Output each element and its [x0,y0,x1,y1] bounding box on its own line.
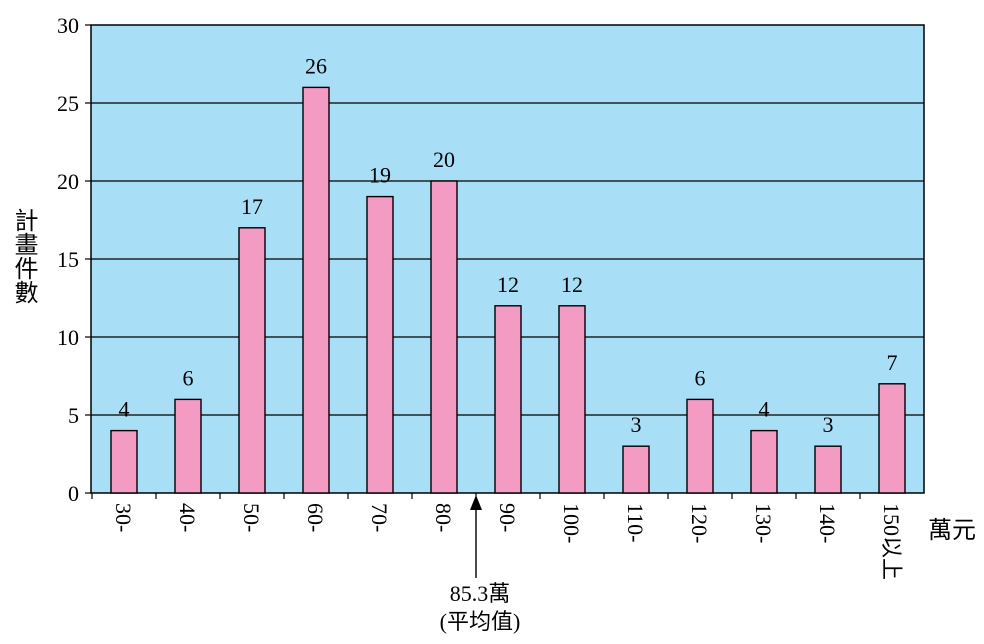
bar-value-label: 3 [823,412,834,437]
x-tick-label: 50- [239,503,264,532]
average-caption: (平均值) [439,609,521,634]
x-tick-label: 150以上 [879,503,904,580]
y-tick-label: 10 [57,325,79,350]
y-tick-label: 30 [57,13,79,38]
bar-value-label: 7 [887,350,898,375]
x-tick-label: 80- [431,503,456,532]
x-tick-label: 130- [751,503,776,543]
bar-value-label: 4 [119,397,130,422]
x-tick-label: 120- [687,503,712,543]
bar-value-label: 6 [695,365,706,390]
y-tick-label: 20 [57,169,79,194]
bar-value-label: 12 [497,272,519,297]
bar-value-label: 20 [433,147,455,172]
bar [430,180,458,494]
bar [174,398,202,494]
x-tick-label: 60- [303,503,328,532]
bar-value-label: 26 [305,53,327,78]
bar [110,429,138,494]
bar-value-label: 6 [183,365,194,390]
x-tick-label: 90- [495,503,520,532]
x-tick-label: 40- [175,503,200,532]
x-tick-label: 70- [367,503,392,532]
bar [302,86,330,494]
bar-value-label: 4 [759,397,770,422]
y-tick-label: 25 [57,91,79,116]
bar-value-label: 12 [561,272,583,297]
axis-ticks: 0 5 10 15 20 25 30 30- 40- 50- 60- 70- 80- 90- 100- 110… [57,13,904,580]
y-tick-label: 15 [57,247,79,272]
bar-value-label: 3 [631,412,642,437]
x-tick-label: 110- [623,503,648,543]
y-tick-label: 0 [68,481,79,506]
bar [238,227,266,494]
average-arrow-head [470,495,482,510]
bar-value-label: 19 [369,163,391,188]
bar [622,445,650,494]
bar [814,445,842,494]
bar [878,383,906,494]
average-arrow [470,495,482,578]
bars: 4 6 17 26 19 20 12 12 3 6 4 3 7 [110,53,906,494]
bar-value-label: 17 [241,194,263,219]
x-axis-unit: 萬元 [928,518,976,544]
bar [686,398,714,494]
x-tick-label: 100- [559,503,584,543]
y-axis-title: 計畫件數 [10,208,36,304]
bar [494,305,522,494]
y-tick-label: 5 [68,403,79,428]
average-value-label: 85.3萬 [449,581,511,606]
bar [750,429,778,494]
bar [366,195,394,494]
x-tick-label: 140- [815,503,840,543]
x-tick-label: 30- [111,503,136,532]
bar [558,305,586,494]
